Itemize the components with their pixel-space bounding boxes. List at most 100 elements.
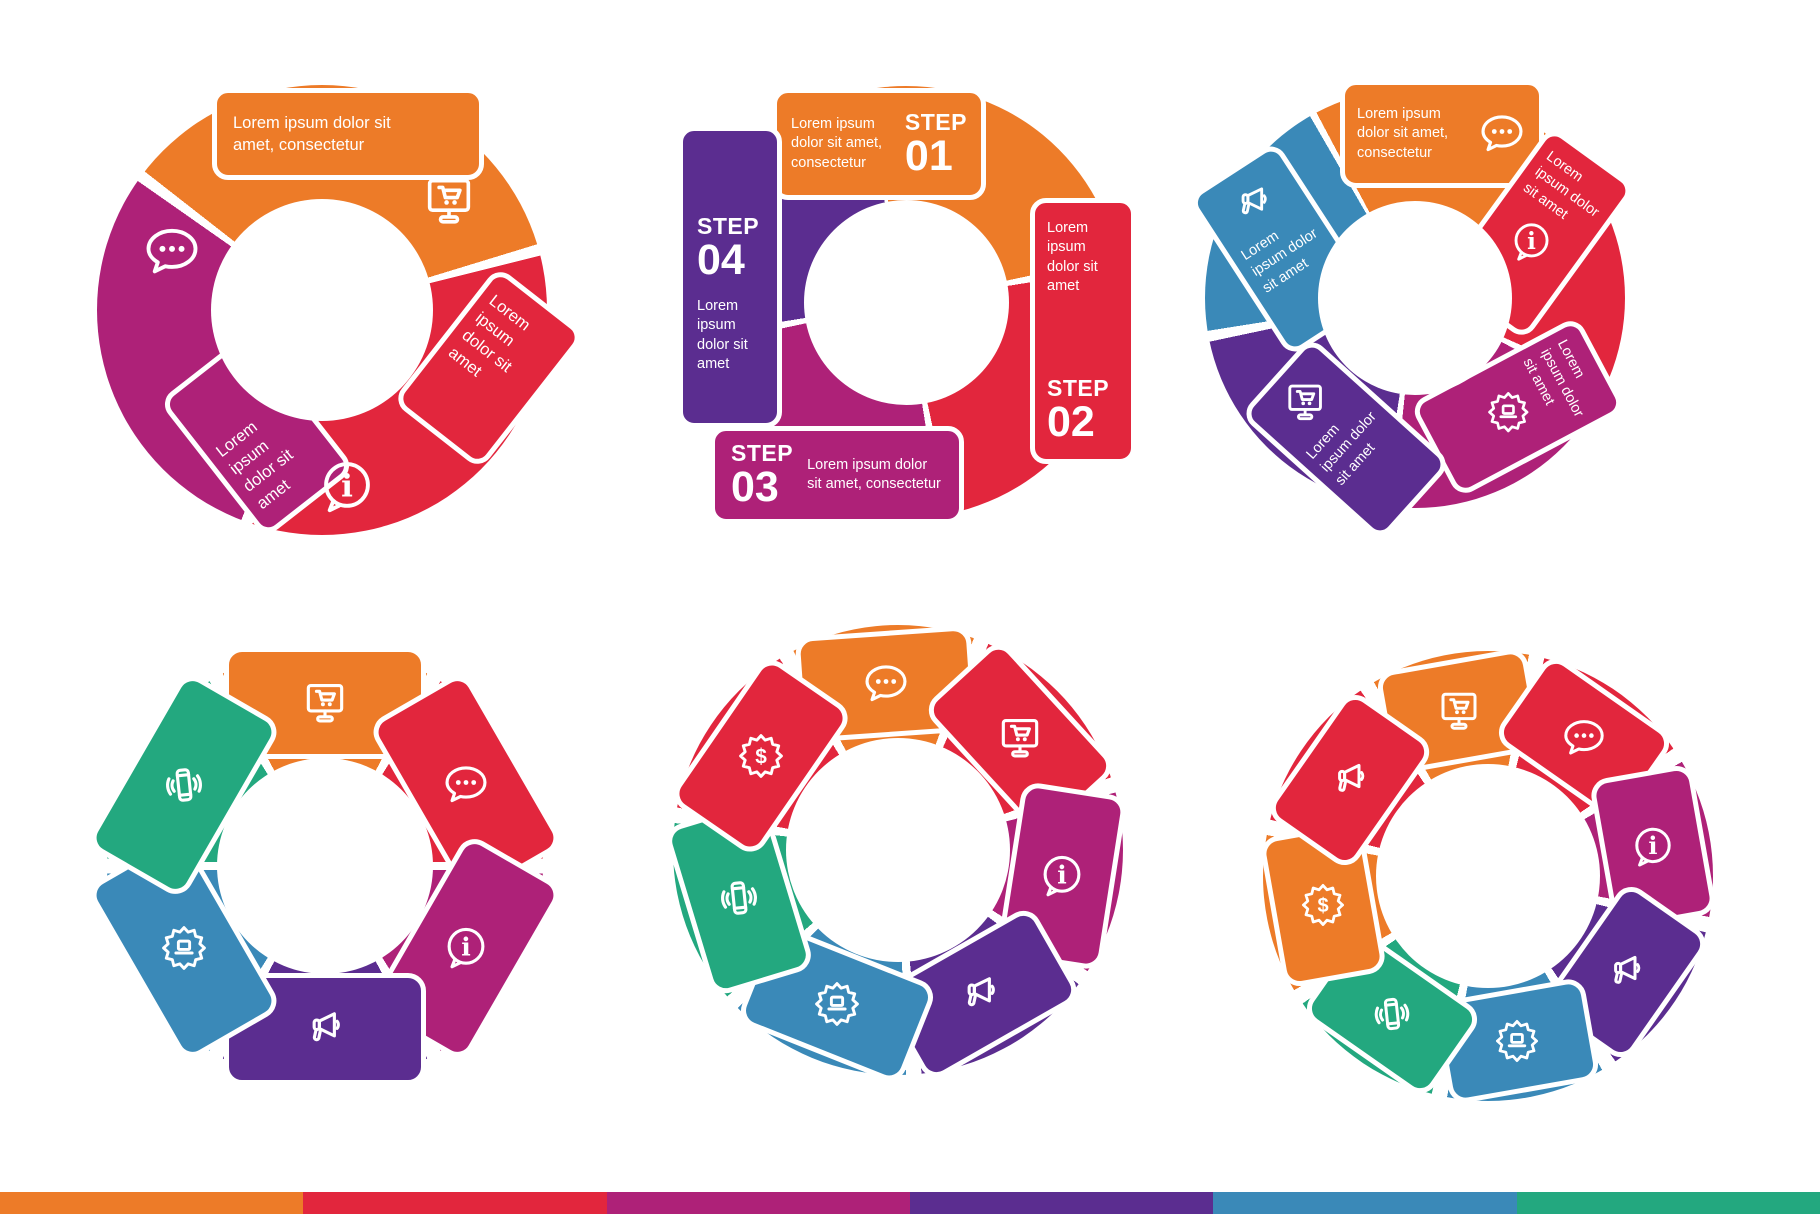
diagram-cycle-6: i <box>84 636 566 1096</box>
step-badge: STEP 02 <box>1047 375 1119 447</box>
step-badge: STEP 03 <box>731 440 794 509</box>
center-hole <box>211 199 433 421</box>
step-label: STEP <box>697 213 760 239</box>
cart-monitor-icon <box>1435 687 1483 735</box>
badge-laptop-icon <box>1493 1017 1541 1065</box>
phone-vibrate-icon <box>1368 990 1416 1038</box>
step-number: 01 <box>904 132 953 181</box>
chat-bubble-icon <box>441 760 491 810</box>
cycle-segment-red <box>367 669 566 900</box>
step-label: STEP <box>731 440 794 467</box>
info-bubble-icon: i <box>1508 219 1554 265</box>
phone-vibrate-icon <box>159 760 209 810</box>
dollar-badge-icon: $ <box>736 731 786 781</box>
svg-text:$: $ <box>756 745 768 768</box>
cycle-segment-purple <box>877 904 1083 1084</box>
cycle-segment-teal <box>84 669 283 900</box>
svg-text:i: i <box>461 932 471 961</box>
badge-laptop-icon <box>1485 389 1531 435</box>
megaphone-icon <box>1326 756 1374 804</box>
info-bubble-icon: i <box>1629 823 1677 871</box>
cycle-segment-red <box>1264 687 1437 872</box>
cycle-segment-orange: Lorem ipsum dolor sit amet, consectetur <box>212 88 484 180</box>
segment-text: Lorem ipsum dolor sit amet, consectetur <box>1357 105 1449 161</box>
diagram-cycle-3: Lorem ipsum dolor sit amet, consectetur L… <box>92 80 587 540</box>
center-hole <box>217 758 433 974</box>
info-bubble-icon: i <box>1037 851 1087 901</box>
diagram-cycle-5: Lorem ipsum dolor sit amet, consectetur L… <box>1185 68 1645 542</box>
segment-text: Lorem ipsum dolor sit amet <box>697 297 748 373</box>
palette-strip <box>0 1192 1820 1214</box>
cycle-segment-blue <box>735 922 938 1087</box>
cycle-segment-purple: STEP 04 Lorem ipsum dolor sit amet <box>678 126 782 428</box>
palette-swatch-red <box>303 1192 607 1214</box>
step-badge: STEP 04 <box>697 213 765 284</box>
cycle-segment-blue: Lorem ipsum dolor sit amet <box>1186 140 1380 358</box>
chat-bubble-icon <box>1560 714 1608 762</box>
megaphone-icon <box>1602 948 1650 996</box>
cycle-segment-purple <box>1539 880 1712 1065</box>
cycle-segment-magenta: i <box>367 832 566 1063</box>
cycle-segment-red: $ <box>667 653 855 859</box>
cycle-segment-orange <box>1374 646 1543 775</box>
phone-vibrate-icon <box>714 873 764 923</box>
svg-text:i: i <box>1527 228 1536 255</box>
info-bubble-icon: i <box>441 923 491 973</box>
chat-bubble-icon <box>141 221 203 283</box>
palette-swatch-magenta <box>606 1192 910 1214</box>
cycle-segment-blue <box>84 832 283 1063</box>
svg-text:i: i <box>1649 831 1658 860</box>
cycle-segment-purple <box>224 973 426 1085</box>
svg-text:i: i <box>1057 860 1067 889</box>
cycle-segment-blue <box>1433 977 1602 1106</box>
dollar-badge-icon: $ <box>1299 881 1347 929</box>
palette-swatch-orange <box>0 1192 304 1214</box>
step-label: STEP <box>1047 375 1110 402</box>
cycle-segment-red <box>1492 652 1677 825</box>
badge-laptop-icon <box>159 923 209 973</box>
step-label: STEP <box>904 109 967 136</box>
diagram-cycle-8: i $ <box>1258 646 1718 1106</box>
cart-monitor-icon <box>1282 379 1328 425</box>
svg-text:i: i <box>341 468 353 504</box>
megaphone-icon <box>955 969 1005 1019</box>
center-hole <box>1318 201 1512 395</box>
palette-swatch-blue <box>1213 1192 1517 1214</box>
palette-swatch-teal <box>1516 1192 1820 1214</box>
segment-text: Lorem ipsum dolor sit amet, consectetur <box>233 113 391 154</box>
cycle-segment-magenta: i <box>1589 762 1718 931</box>
cycle-segment-red: Lorem ipsum dolor sit amet i <box>1439 124 1637 342</box>
cycle-segment-orange: Lorem ipsum dolor sit amet, consectetur S… <box>772 88 986 200</box>
cycle-segment-magenta: i <box>996 780 1128 971</box>
center-hole <box>803 199 1009 405</box>
cycle-segment-orange: Lorem ipsum dolor sit amet, consectetur <box>1340 80 1544 188</box>
cycle-segment-magenta: STEP 03 Lorem ipsum dolor sit amet, consec… <box>710 426 964 524</box>
segment-text: Lorem ipsum dolor sit amet, consectetur <box>807 456 941 492</box>
palette-swatch-purple <box>909 1192 1214 1214</box>
center-hole <box>1376 764 1600 988</box>
step-number: 04 <box>697 236 745 284</box>
info-bubble-icon: i <box>316 456 378 518</box>
cycle-segment-teal <box>1299 927 1484 1100</box>
chat-bubble-icon <box>861 659 911 709</box>
cycle-segment-teal <box>662 798 816 998</box>
megaphone-icon <box>300 1004 350 1054</box>
cart-monitor-icon <box>995 713 1045 763</box>
cycle-segment-purple: Lorem ipsum dolor sit amet <box>1239 336 1453 542</box>
megaphone-icon <box>1230 180 1276 226</box>
segment-text: Lorem ipsum dolor sit amet <box>1047 220 1098 295</box>
diagram-cycle-4-steps: Lorem ipsum dolor sit amet, consectetur S… <box>676 72 1136 532</box>
cycle-segment-red <box>921 637 1119 839</box>
segment-text: Lorem ipsum dolor sit amet, consectetur <box>791 115 883 171</box>
cart-monitor-icon <box>300 678 350 728</box>
svg-text:$: $ <box>1317 895 1328 917</box>
center-hole <box>786 738 1010 962</box>
cycle-segment-magenta: Lorem ipsum dolor sit amet <box>1409 315 1627 499</box>
cart-monitor-icon <box>420 172 478 230</box>
cycle-segment-orange <box>794 625 978 744</box>
step-number: 02 <box>1047 398 1095 447</box>
diagram-cycle-7: i $ <box>662 620 1128 1087</box>
step-badge: STEP 01 <box>904 109 967 181</box>
chat-bubble-icon <box>1477 109 1527 159</box>
